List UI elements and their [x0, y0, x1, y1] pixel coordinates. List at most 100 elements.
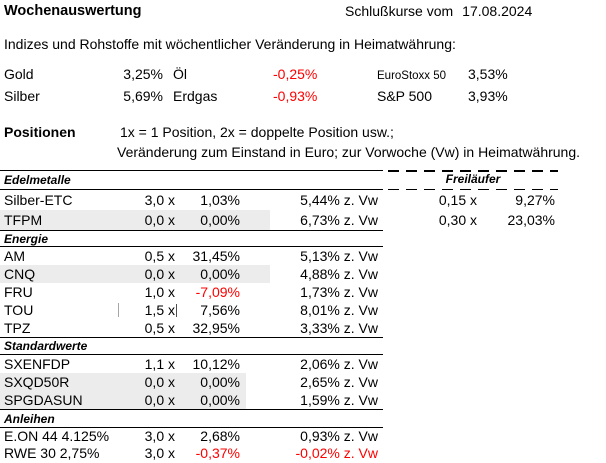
vorwoche-change: 6,73% z. Vw: [300, 212, 378, 228]
position-size: 3,0 x: [144, 192, 175, 208]
vorwoche-change: -0,02% z. Vw: [295, 445, 378, 461]
instrument-name: Silber: [4, 88, 40, 104]
table-row: CNQ 0,0 x 0,00% 4,88% z. Vw: [0, 265, 606, 283]
page-title: Wochenauswertung: [4, 3, 142, 19]
freilaeufer-position: 0,30 x: [438, 212, 477, 228]
instrument-name: RWE 30 2,75%: [4, 445, 100, 461]
closing-date: 17.08.2024: [462, 3, 533, 19]
position-size: 0,0 x: [144, 212, 175, 228]
freilaeufer-value: 9,27%: [515, 192, 555, 208]
einstand-change: 7,56%: [200, 302, 240, 318]
positions-note-line1: 1x = 1 Position, 2x = doppelte Position …: [120, 124, 394, 140]
table-row: AM 0,5 x 31,45% 5,13% z. Vw: [0, 247, 606, 265]
position-size: 0,0 x: [144, 392, 175, 408]
table-row: Silber-ETC 3,0 x 1,03% 5,44% z. Vw 0,15 x 9,2…: [0, 190, 606, 210]
freilaeufer-position: [390, 391, 477, 409]
freilaeufer-position: [390, 283, 477, 301]
weekly-change: -0,25%: [273, 66, 318, 82]
instrument-name: TPZ: [4, 320, 31, 336]
position-size: 1,0 x: [144, 284, 175, 300]
position-size: 0,0 x: [144, 374, 175, 390]
market-overview: Gold 3,25% Öl -0,25% EuroStoxx 50 3,53% …: [4, 66, 513, 110]
spacer: [378, 190, 390, 210]
table-row: TOU 1,5 x 7,56% 8,01% z. Vw: [0, 301, 606, 319]
spacer: [378, 210, 390, 230]
vorwoche-change: 5,44% z. Vw: [300, 192, 378, 208]
instrument-name: S&P 500: [377, 88, 433, 104]
freilaeufer-position: [390, 301, 477, 319]
instrument-name: SXQD50R: [4, 374, 70, 390]
dashed-line: [388, 188, 558, 190]
row-highlight: [0, 391, 246, 409]
weekly-change: -0,93%: [273, 88, 318, 104]
freilaeufer-value: [477, 265, 555, 283]
section-label: Anleihen: [4, 411, 55, 426]
table-row: SXQD50R 0,0 x 0,00% 2,65% z. Vw: [0, 373, 606, 391]
position-size: 0,5 x: [144, 248, 175, 264]
section-label: Energie: [4, 231, 49, 246]
section-label: Edelmetalle: [4, 173, 71, 187]
positions-label: Positionen: [4, 124, 76, 140]
freilaeufer-position: [390, 355, 477, 373]
spacer: [378, 445, 390, 462]
cursor-line: [118, 303, 119, 317]
einstand-change: 1,03%: [200, 192, 240, 208]
section-header: Standardwerte: [0, 337, 383, 355]
freilaeufer-position: [390, 319, 477, 337]
cursor-line: [176, 304, 177, 317]
spacer: [378, 355, 390, 373]
vorwoche-change: 2,06% z. Vw: [300, 356, 378, 372]
freilaeufer-position: [390, 373, 477, 391]
spacer: [378, 319, 390, 337]
freilaeufer-value: [477, 355, 555, 373]
spacer: [378, 391, 390, 409]
freilaeufer-value: [477, 428, 555, 445]
freilaeufer-value: [477, 391, 555, 409]
position-size: 1,1 x: [144, 356, 175, 372]
instrument-name: Öl: [173, 66, 187, 82]
freilaeufer-position: [390, 445, 477, 462]
table-row: RWE 30 2,75% 3,0 x -0,37% -0,02% z. Vw: [0, 445, 606, 462]
instrument-name: CNQ: [4, 266, 36, 282]
freilaeufer-value: [477, 301, 555, 319]
market-row: Silber 5,69% Erdgas -0,93% S&P 500 3,93%: [4, 88, 513, 110]
vorwoche-change: 2,65% z. Vw: [300, 374, 378, 390]
position-size: 0,5 x: [144, 320, 175, 336]
instrument-name: SPGDASUN: [4, 392, 83, 408]
instrument-name: EuroStoxx 50: [377, 70, 447, 82]
vorwoche-change: 1,73% z. Vw: [300, 284, 378, 300]
einstand-change: 0,00%: [200, 392, 240, 408]
position-size: 3,0 x: [144, 445, 175, 461]
freilaeufer-position: 0,15 x: [438, 192, 477, 208]
instrument-name: SXENFDP: [4, 356, 71, 372]
section-header: Edelmetalle: [0, 170, 383, 190]
vorwoche-change: 0,93% z. Vw: [300, 428, 378, 444]
position-size: 0,0 x: [144, 266, 175, 282]
market-row: Gold 3,25% Öl -0,25% EuroStoxx 50 3,53%: [4, 66, 513, 88]
freilaeufer-position: [390, 428, 477, 445]
closing-label: Schlußkurse vom: [345, 3, 454, 19]
freilaeufer-value: [477, 445, 555, 462]
table-row: TPZ 0,5 x 32,95% 3,33% z. Vw: [0, 319, 606, 337]
row-highlight: [0, 265, 270, 283]
dashed-line: [388, 170, 558, 172]
position-size: 3,0 x: [144, 428, 175, 444]
freilaeufer-position: [390, 265, 477, 283]
vorwoche-change: 4,88% z. Vw: [300, 266, 378, 282]
einstand-change: -7,09%: [195, 284, 240, 300]
table-row: TFPM 0,0 x 0,00% 6,73% z. Vw 0,30 x 23,03%: [0, 210, 606, 230]
spacer: [378, 301, 390, 319]
spacer: [378, 265, 390, 283]
instrument-name: AM: [4, 248, 25, 264]
table-row: SPGDASUN 0,0 x 0,00% 1,59% z. Vw: [0, 391, 606, 409]
einstand-change: 0,00%: [200, 266, 240, 282]
spacer: [378, 428, 390, 445]
closing-date-line: Schlußkurse vom 17.08.2024: [345, 3, 532, 19]
weekly-change: 3,53%: [468, 66, 508, 82]
intro-text: Indizes und Rohstoffe mit wöchentlicher …: [4, 36, 456, 52]
vorwoche-change: 8,01% z. Vw: [300, 302, 378, 318]
freilaeufer-value: [477, 247, 555, 265]
instrument-name: Silber-ETC: [4, 192, 73, 208]
freilaeufer-value: 23,03%: [507, 212, 555, 228]
einstand-change: 2,68%: [200, 428, 240, 444]
